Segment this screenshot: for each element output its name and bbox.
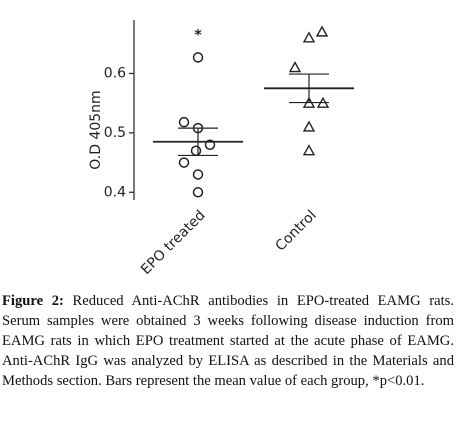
y-axis-label: O.D 405nm	[88, 90, 104, 169]
y-tick-label: 0.4	[104, 184, 126, 200]
y-tick-label: 0.6	[104, 65, 126, 81]
chart: O.D 405nm 0.4 0.5 0.6 EPO treated Control *	[88, 20, 354, 278]
caption-text: Reduced Anti-AChR antibodies in EPO-trea…	[2, 293, 454, 389]
x-tick-label: Control	[273, 207, 320, 254]
data-point	[192, 169, 204, 180]
data-point	[190, 145, 202, 156]
data-point	[178, 157, 190, 168]
x-tick-label: EPO treated	[138, 207, 209, 278]
data-point	[192, 52, 204, 63]
data-point	[302, 120, 316, 132]
data-point	[204, 139, 216, 151]
data-point	[302, 144, 316, 156]
annotation: *	[194, 27, 202, 43]
data-point	[302, 31, 316, 43]
caption-label: Figure 2:	[2, 293, 64, 309]
data-point	[288, 61, 302, 73]
data-point	[178, 116, 190, 128]
data-point	[192, 187, 204, 198]
caption: Figure 2: Reduced Anti-AChR antibodies i…	[2, 291, 454, 391]
y-tick-label: 0.5	[104, 125, 126, 141]
data-point	[315, 25, 329, 37]
